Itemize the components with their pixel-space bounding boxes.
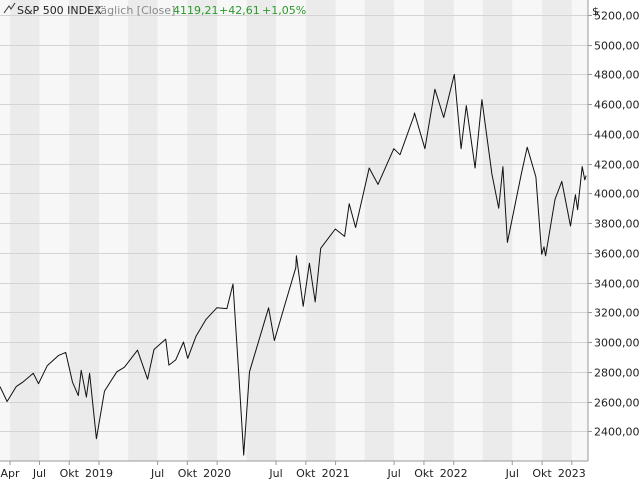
- chart-header: S&P 500 INDEX Täglich [Close] 4119,21 +4…: [3, 2, 306, 17]
- x-tick-label: Okt: [178, 467, 198, 480]
- x-tick-label: Jul: [150, 467, 164, 480]
- shade-band: [305, 0, 336, 461]
- shade-band: [187, 0, 218, 461]
- x-axis-ticks: Apr Jul Okt 2019 Jul Okt 2020 Jul Okt 2021 Jul Okt 2…: [1, 461, 586, 480]
- y-tick-label: 2800,00: [594, 367, 640, 380]
- symbol-name: S&P 500 INDEX: [17, 4, 102, 17]
- x-tick-label: 2021: [322, 467, 350, 480]
- y-tick-label: 3600,00: [594, 248, 640, 261]
- y-tick-label: 2400,00: [594, 426, 640, 439]
- x-tick-label: Jul: [505, 467, 519, 480]
- y-tick-label: 4600,00: [594, 99, 640, 112]
- shade-band: [10, 0, 40, 461]
- x-tick-label: Jul: [32, 467, 46, 480]
- shade-band: [128, 0, 158, 461]
- y-tick-label: 2600,00: [594, 397, 640, 410]
- series-line: [0, 73, 587, 456]
- y-tick-label: 3000,00: [594, 337, 640, 350]
- y-axis-ticks: 2400,00 2600,00 2800,00 3000,00 3200,00 3400,…: [588, 10, 640, 439]
- y-tick-label: 4000,00: [594, 188, 640, 201]
- y-tick-label: 4800,00: [594, 69, 640, 82]
- x-tick-label: 2020: [203, 467, 231, 480]
- y-tick-label: 4200,00: [594, 159, 640, 172]
- currency-label: $: [592, 5, 599, 18]
- x-tick-label: Okt: [296, 467, 316, 480]
- x-tick-label: Jul: [387, 467, 401, 480]
- shade-band: [423, 0, 454, 461]
- shade-band: [364, 0, 395, 461]
- shade-band: [246, 0, 277, 461]
- line-chart-icon: [3, 2, 16, 14]
- shade-band: [482, 0, 513, 461]
- chart-mode: Täglich [Close]: [94, 4, 175, 17]
- y-tick-label: 3200,00: [594, 307, 640, 320]
- series-layer: [0, 73, 587, 456]
- x-tick-label: 2023: [558, 467, 586, 480]
- x-tick-label: Apr: [1, 467, 21, 480]
- x-tick-label: Jul: [268, 467, 282, 480]
- shade-band: [542, 0, 572, 461]
- x-tick-label: Okt: [60, 467, 80, 480]
- y-tick-label: 3800,00: [594, 218, 640, 231]
- y-tick-label: 5000,00: [594, 40, 640, 53]
- price-change: +42,61: [219, 4, 260, 17]
- last-price: 4119,21: [173, 4, 219, 17]
- x-tick-label: 2019: [85, 467, 113, 480]
- shade-bands: [10, 0, 572, 461]
- gridlines: [0, 15, 588, 432]
- y-tick-label: 3400,00: [594, 278, 640, 291]
- shade-band: [69, 0, 100, 461]
- y-tick-label: 4400,00: [594, 129, 640, 142]
- price-change-percent: +1,05%: [262, 4, 306, 17]
- x-tick-label: 2022: [440, 467, 468, 480]
- x-tick-label: Okt: [414, 467, 434, 480]
- y-tick-label: 5200,00: [594, 10, 640, 23]
- x-tick-label: Okt: [532, 467, 552, 480]
